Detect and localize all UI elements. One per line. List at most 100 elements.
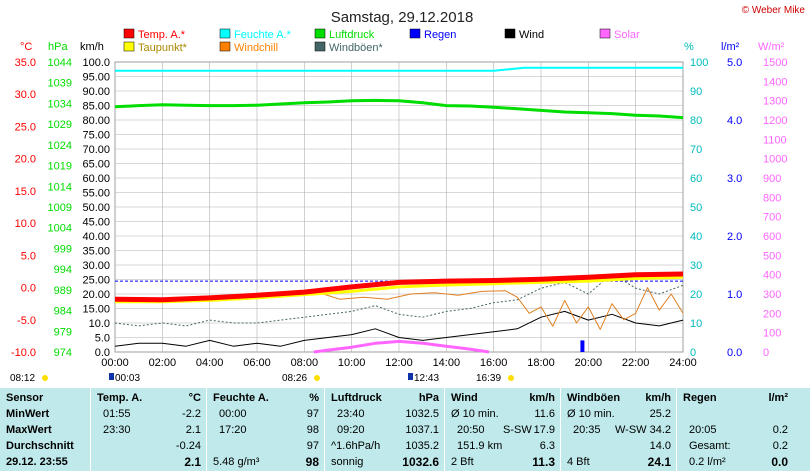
stats-gust-max-dir: W-SW [615,424,647,436]
stats-rain-total: 0.2 [772,440,788,452]
stats-sensor-title: Sensor [6,392,44,404]
stats-press-title: Luftdruck [331,392,382,404]
tick-kmh: 25.00 [82,275,110,287]
stats-press-min-time: 23:40 [337,408,365,420]
tick-x: 16:00 [480,357,508,369]
event-time: 08:26 [282,373,307,384]
tick-kmh: 0.0 [95,347,110,359]
chart-header: Samstag, 29.12.2018 © Weber Mike °C hPa km/h… [20,5,805,54]
unit-celsius: °C [20,41,32,53]
legend-label: Luftdruck [329,29,375,41]
legend-swatch [504,28,516,39]
tick-wm2: 200 [763,308,781,320]
stats-press-max: 1037.1 [405,424,439,436]
stats-wind-max: 17.9 [533,424,555,436]
legend-swatch [123,28,135,39]
stats-temp-avg: -0.24 [175,440,201,452]
tick-lm2: 2.0 [727,231,742,243]
tick-hpa: 1014 [48,181,72,193]
stats-wind-daily-avg: 6.3 [539,440,555,452]
stats-row-max: MaxWert [6,424,52,436]
legend-swatch [409,28,421,39]
tick-hpa: 974 [54,347,72,359]
stats-press-trend: ^1.6hPa/h [331,440,381,452]
tick-celsius: 0.0 [21,283,36,295]
tick-hpa: 1029 [48,119,72,131]
legend-swatch [219,41,231,52]
tick-percent: 10 [690,318,702,330]
tick-x: 02:00 [149,357,177,369]
tick-wm2: 100 [763,328,781,340]
unit-hpa: hPa [48,41,68,53]
stats-gust-daily-avg: 14.0 [649,440,671,452]
legend-label: Regen [424,29,456,41]
tick-lm2: 4.0 [727,115,742,127]
stats-hum-current: 98 [305,455,319,469]
tick-kmh: 55.00 [82,188,110,200]
stats-row-current: 29.12. 23:55 [6,456,68,468]
stats-rain-max: 0.2 [772,424,788,436]
stats-rain-max-time: 20:05 [689,424,717,436]
series-regen [580,340,585,352]
tick-hpa: 1019 [48,161,72,173]
tick-hpa: 994 [54,264,72,276]
tick-hpa: 984 [54,306,72,318]
tick-kmh: 40.00 [82,231,110,243]
unit-percent: % [684,41,694,53]
tick-wm2: 0 [763,347,769,359]
moon-icon [109,373,114,380]
tick-x: 10:00 [338,357,366,369]
stats-gust-unit: km/h [645,392,671,404]
tick-percent: 90 [690,86,702,98]
sun-icon [508,375,514,381]
tick-kmh: 45.00 [82,217,110,229]
stats-gust-current: 24.1 [647,455,671,469]
series-windchill [323,287,684,330]
tick-percent: 0 [690,347,696,359]
stats-wind-unit: km/h [529,392,555,404]
tick-percent: 20 [690,289,702,301]
tick-percent: 100 [690,57,708,69]
tick-percent: 50 [690,202,702,214]
tick-kmh: 50.00 [82,202,110,214]
tick-hpa: 1024 [48,140,72,152]
stats-row-avg: Durchschnitt [6,440,74,452]
event-time: 08:12 [10,373,35,384]
unit-kmh: km/h [80,41,104,53]
tick-wm2: 1000 [763,154,787,166]
tick-wm2: 300 [763,289,781,301]
series-wind [114,310,684,347]
stats-rain-title: Regen [683,392,717,404]
statistics-table: Sensor MinWert MaxWert Durchschnitt 29.1… [0,388,810,471]
stats-wind-avg10: 11.6 [534,408,555,420]
copyright: © Weber Mike [742,5,806,16]
legend-swatch [314,41,326,52]
stats-temp-unit: °C [188,392,201,404]
legend-swatch [314,28,326,39]
tick-wm2: 800 [763,192,781,204]
series-windb-en [114,273,684,327]
tick-lm2: 5.0 [727,57,742,69]
chart-grid [114,61,684,353]
tick-wm2: 1100 [763,134,787,146]
stats-hum-title: Feuchte A. [213,392,269,404]
tick-percent: 40 [690,231,702,243]
stats-col-sensor: Sensor MinWert MaxWert Durchschnitt 29.1… [0,388,90,471]
stats-row-min: MinWert [6,408,50,420]
stats-press-forecast: sonnig [331,456,364,468]
tick-kmh: 90.00 [82,86,110,98]
unit-lm2: l/m² [721,41,740,53]
tick-kmh: 15.00 [82,304,110,316]
tick-kmh: 20.00 [82,289,110,301]
tick-lm2: 3.0 [727,173,742,185]
stats-temp-min-time: 01:55 [103,408,131,420]
tick-celsius: 25.0 [15,121,36,133]
stats-press-max-time: 09:20 [337,424,365,436]
stats-gust-avg-label: Ø 10 min. [567,408,615,420]
event-time: 16:39 [476,373,501,384]
stats-press-min: 1032.5 [405,408,439,420]
series-feuchte-a [115,66,683,72]
tick-x: 08:00 [291,357,319,369]
tick-kmh: 85.00 [82,101,110,113]
stats-wind-title: Wind [451,392,478,404]
